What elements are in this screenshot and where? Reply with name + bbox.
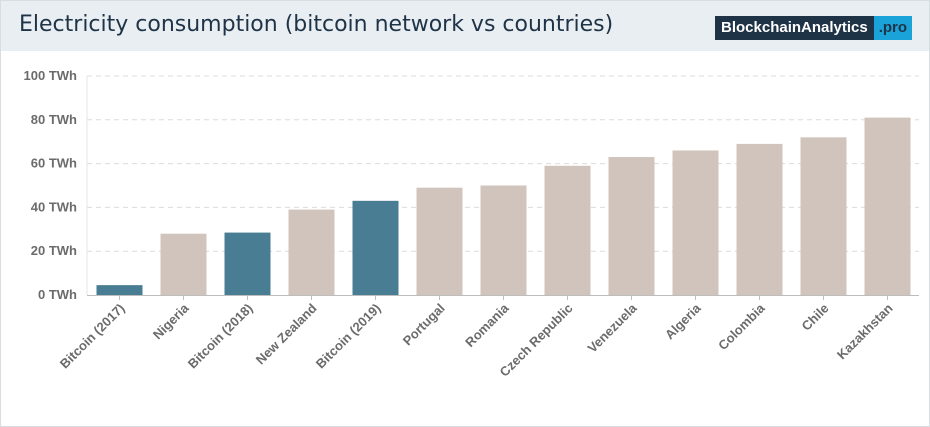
x-tick-label: Bitcoin (2019): [313, 301, 384, 372]
x-tick-label: Bitcoin (2018): [185, 301, 256, 372]
x-tick-label: Colombia: [715, 300, 768, 353]
chart-header: Electricity consumption (bitcoin network…: [1, 1, 929, 51]
y-tick-label: 80 TWh: [31, 112, 77, 127]
bar: [224, 232, 271, 295]
bar: [96, 285, 143, 295]
x-tick-label: Romania: [462, 300, 512, 350]
bar: [672, 150, 719, 295]
brand-tld: .pro: [873, 16, 913, 40]
bar: [160, 233, 207, 295]
bar-chart: 0 TWh 20 TWh 40 TWh 60 TWh 80 TWh 100 TWh Bitc…: [24, 68, 919, 380]
bar: [736, 143, 783, 295]
bar: [800, 137, 847, 295]
bar: [480, 185, 527, 295]
x-tick-label: Venezuela: [585, 300, 641, 356]
x-tick-label: Kazakhstan: [834, 300, 896, 362]
bar: [416, 187, 463, 295]
bar: [352, 200, 399, 295]
x-tick-label: Algeria: [662, 300, 704, 342]
y-tick-label: 100 TWh: [24, 68, 78, 83]
x-tick-label: Chile: [799, 301, 832, 334]
x-tick-label: New Zealand: [253, 300, 320, 367]
x-tick-label: Portugal: [400, 301, 448, 349]
bar: [864, 117, 911, 295]
y-tick-label: 0 TWh: [38, 287, 77, 302]
bar: [544, 165, 591, 295]
bar: [288, 209, 335, 295]
brand-name: BlockchainAnalytics: [715, 16, 874, 40]
x-tick-label: Bitcoin (2017): [57, 301, 128, 372]
y-tick-label: 60 TWh: [31, 156, 77, 171]
y-tick-label: 20 TWh: [31, 243, 77, 258]
chart-title: Electricity consumption (bitcoin network…: [19, 12, 614, 37]
brand-logo: BlockchainAnalytics .pro: [715, 16, 913, 40]
y-tick-label: 40 TWh: [31, 199, 77, 214]
x-tick-label: Nigeria: [150, 300, 192, 342]
bar: [608, 157, 655, 295]
